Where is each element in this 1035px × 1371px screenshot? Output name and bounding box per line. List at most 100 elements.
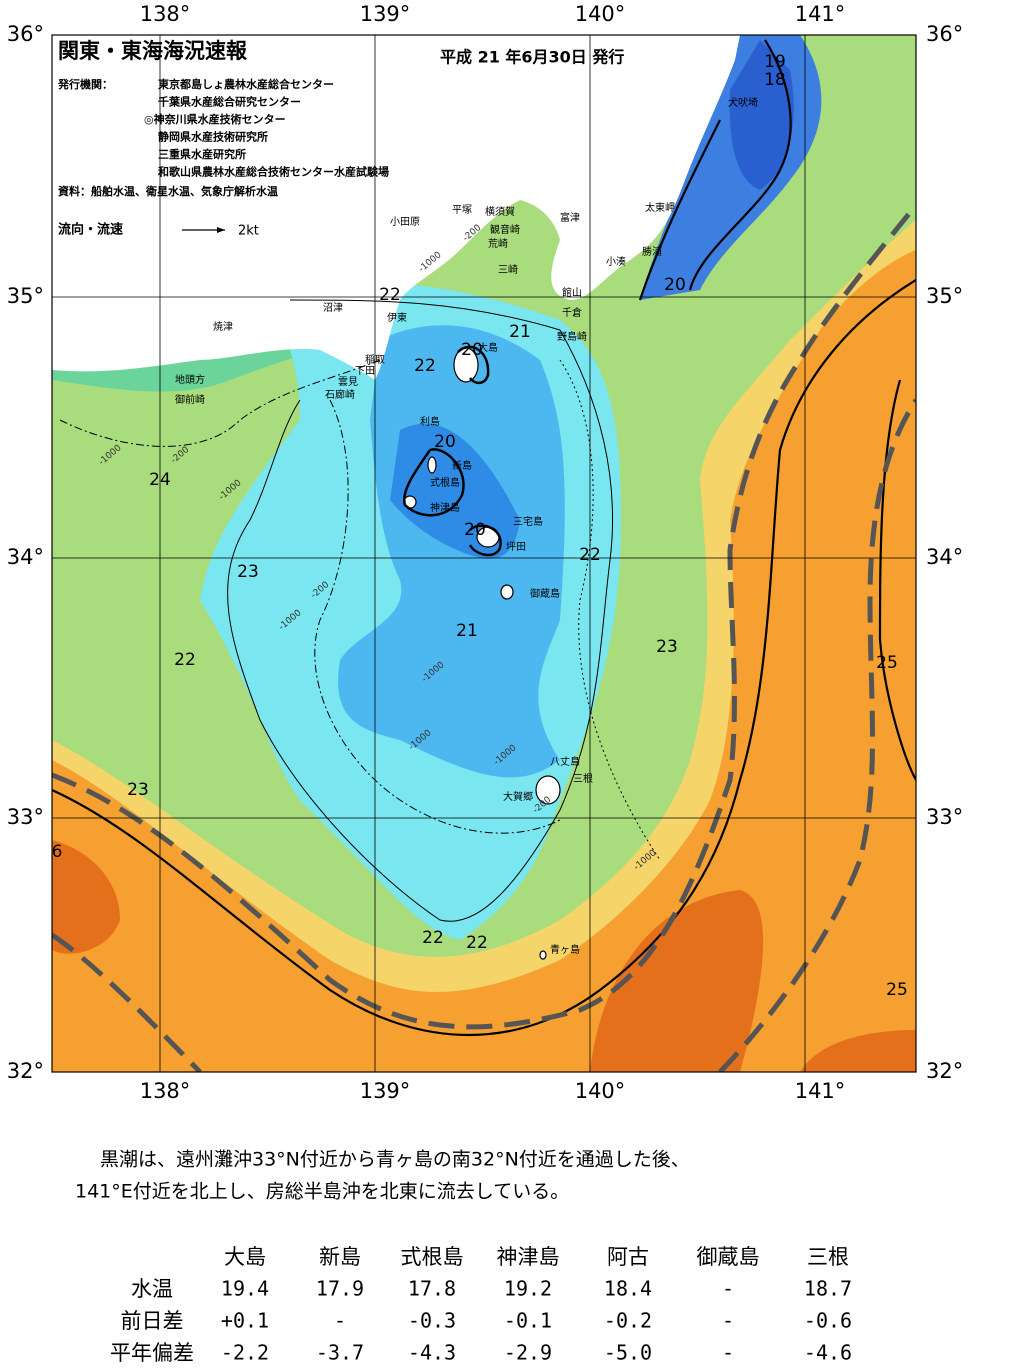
place-name: 神津島 xyxy=(430,501,460,514)
isotherm xyxy=(638,119,721,301)
place-name: 焼津 xyxy=(213,321,233,333)
table-cell: +0.1 xyxy=(221,1309,269,1333)
island xyxy=(427,456,437,474)
place-name: 利島 xyxy=(420,415,440,428)
map-frame xyxy=(51,34,917,1073)
place-name: 横須賀 xyxy=(485,205,515,218)
place-name: 野島崎 xyxy=(557,330,587,343)
isotherm-label: 18 xyxy=(764,70,786,90)
lon-label: 140° xyxy=(575,1079,626,1103)
island xyxy=(539,950,547,960)
place-name: 三宅島 xyxy=(513,515,543,528)
lon-label: 141° xyxy=(795,2,846,26)
place-name: 下田 xyxy=(355,366,375,377)
issuer: 静岡県水産技術研究所 xyxy=(158,130,268,144)
isotherm xyxy=(468,524,502,557)
lat-label: 32° xyxy=(926,1059,963,1083)
kuroshio-line xyxy=(52,203,916,1030)
place-name: 雲見 xyxy=(338,376,358,388)
place-name: 御前崎 xyxy=(175,393,205,406)
isotherm xyxy=(227,299,614,922)
isotherm-label: 20 xyxy=(461,340,483,360)
isotherm-label: 23 xyxy=(127,780,149,800)
place-name: 三崎 xyxy=(498,263,518,276)
table-cell: -0.6 xyxy=(804,1309,852,1333)
kuroshio-line xyxy=(718,398,916,1072)
table-cell: - xyxy=(722,1341,734,1365)
isotherm-label: 20 xyxy=(464,520,486,540)
table-cell: 19.4 xyxy=(221,1277,269,1301)
depth-contour xyxy=(314,399,561,834)
map-title: 関東・東海海況速報 xyxy=(58,39,248,63)
place-name: 御蔵島 xyxy=(530,587,560,600)
place-name: 石廊崎 xyxy=(325,388,355,401)
summary-line: 141°E付近を北上し、房総半島沖を北東に流去している。 xyxy=(75,1181,569,1203)
warmest-water xyxy=(52,840,916,1072)
table-cell: -0.2 xyxy=(604,1309,652,1333)
isotherm-label: 21 xyxy=(456,621,478,641)
place-name: 千倉 xyxy=(562,306,582,319)
sst-map xyxy=(52,35,916,1072)
cold-core-ne xyxy=(729,40,794,190)
place-name: 太東岬 xyxy=(645,201,675,214)
table-header: 神津島 xyxy=(497,1245,560,1269)
isotherm-label: 20 xyxy=(664,275,686,295)
lon-label: 140° xyxy=(575,2,626,26)
isotherm-label: 25 xyxy=(876,653,898,673)
table-cell: -0.3 xyxy=(408,1309,456,1333)
coldest-water xyxy=(390,423,520,559)
isotherm-label: 19 xyxy=(764,52,786,72)
table-cell: 17.9 xyxy=(316,1277,364,1301)
place-name: 三根 xyxy=(573,772,593,785)
land xyxy=(52,35,740,380)
lat-label: 34° xyxy=(7,545,44,569)
graticule xyxy=(52,35,916,1072)
place-name: 新島 xyxy=(452,459,472,472)
table-header: 阿古 xyxy=(607,1245,649,1269)
lat-label: 33° xyxy=(926,805,963,829)
issuer: 千葉県水産総合研究センター xyxy=(158,95,301,109)
place-name: 荒崎 xyxy=(488,237,508,250)
isotherm-label: 23 xyxy=(237,562,259,582)
place-name: 青ヶ島 xyxy=(550,943,580,956)
contours xyxy=(52,39,916,1037)
place-name: 式根島 xyxy=(430,476,460,489)
place-name: 地頭方 xyxy=(175,373,205,386)
isotherm xyxy=(878,379,916,781)
table-cell: 19.2 xyxy=(504,1277,552,1301)
lat-label: 35° xyxy=(926,284,963,308)
row-label: 水温 xyxy=(131,1277,173,1301)
islands xyxy=(403,347,561,960)
isotherm-label: 6 xyxy=(52,842,63,862)
place-name: 館山 xyxy=(562,286,582,299)
lat-label: 36° xyxy=(926,22,963,46)
summary-line: 黒潮は、遠州灘沖33°N付近から青ヶ島の南32°N付近を通過した後、 xyxy=(100,1149,690,1171)
table-cell: 17.8 xyxy=(408,1277,456,1301)
issuer: ◎神奈川県水産技術センター xyxy=(144,112,286,126)
row-label: 前日差 xyxy=(121,1309,184,1333)
kuroshio-line xyxy=(52,932,202,1072)
place-name: 八丈島 xyxy=(550,755,580,768)
isotherm-label: 22 xyxy=(579,545,601,565)
place-name: 犬吠埼 xyxy=(728,96,758,109)
island xyxy=(500,584,514,600)
issuer: 和歌山県農林水産総合技術センター水産試験場 xyxy=(158,165,389,179)
place-name: 稲取 xyxy=(365,354,385,366)
isotherm xyxy=(457,345,490,385)
isotherm-label: 24 xyxy=(149,470,171,490)
table-cell: 18.7 xyxy=(804,1277,852,1301)
data-source: 資料：船舶水温、衛星水温、気象庁解析水温 xyxy=(58,184,278,198)
isotherm-label: 22 xyxy=(422,928,444,948)
isotherm-label: 22 xyxy=(414,356,436,376)
place-name: 大賀郷 xyxy=(503,790,533,803)
isotherm-label: 22 xyxy=(466,933,488,953)
isotherm xyxy=(52,279,916,1037)
lon-label: 138° xyxy=(140,2,191,26)
isotherm xyxy=(402,448,465,517)
place-name: 平塚 xyxy=(452,204,472,216)
isotherm-label: 23 xyxy=(656,637,678,657)
table-cell: - xyxy=(722,1277,734,1301)
legend-arrowhead xyxy=(217,227,225,233)
issue-date: 平成 21 年6月30日 発行 xyxy=(440,48,624,67)
